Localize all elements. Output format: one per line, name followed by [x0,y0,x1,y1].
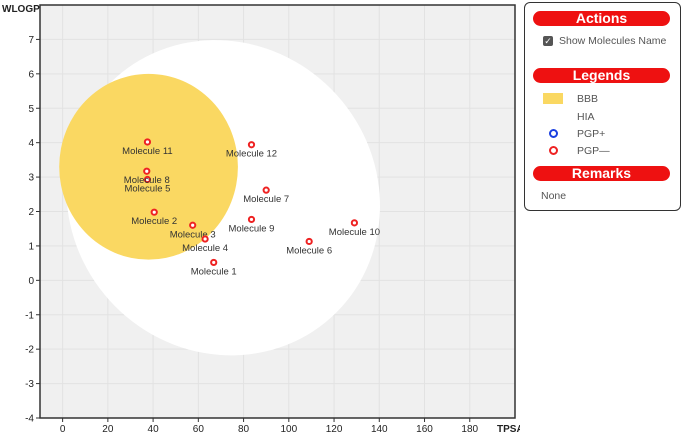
legends-header: Legends [533,68,670,83]
checkbox-icon[interactable]: ✓ [543,36,553,46]
control-panel: Actions ✓ Show Molecules Name Legends BB… [524,2,681,211]
actions-header: Actions [533,11,670,26]
y-tick-label: 7 [28,35,34,46]
x-tick-label: 100 [280,424,297,432]
data-point [350,219,359,227]
bbb-swatch [543,93,563,104]
data-point-label: Molecule 8 [124,175,170,186]
data-point [143,167,151,175]
data-point [143,175,152,184]
remarks-header: Remarks [533,166,670,181]
data-point-label: Molecule 4 [182,243,228,254]
y-tick-label: -1 [25,310,34,321]
legend-label: PGP+ [577,128,606,140]
remarks-text: None [541,190,567,202]
pgp-minus-dot-icon [549,146,558,155]
scatter-plot: 0 20 40 60 80 100 120 140 160 180 -4 -3 -2 -1 0 1 2 3 4 5 6 7… [2,4,520,432]
show-names-label: Show Molecules Name [559,35,667,47]
data-point [201,235,209,243]
x-axis-label: TPSA [497,424,520,432]
data-point-label: Molecule 11 [122,146,173,157]
data-point-label: Molecule 2 [131,216,177,227]
data-point [210,258,218,267]
x-tick-label: 120 [326,424,343,432]
y-axis-label: WLOGP [2,4,40,15]
legend-label: HIA [577,111,595,123]
data-point [262,186,270,194]
hia-swatch [543,111,563,122]
x-tick-label: 20 [102,424,114,432]
y-tick-label: -3 [25,379,34,390]
region-bbb [59,73,238,260]
y-tick-label: 5 [28,104,34,115]
data-point-label: Molecule 10 [329,227,380,238]
pgp-plus-dot-icon [549,129,558,138]
x-tick-label: 60 [193,424,205,432]
data-point [305,237,313,246]
data-point [150,208,158,216]
x-tick-label: 80 [238,424,250,432]
data-point-label: Molecule 12 [226,149,277,160]
x-tick-label: 180 [461,424,478,432]
data-point [247,141,256,149]
x-tick-label: 160 [416,424,433,432]
x-tick-label: 0 [60,424,66,432]
legend-item-bbb: BBB [543,93,598,107]
data-point-label: Molecule 9 [229,223,275,234]
y-tick-label: 4 [28,138,34,149]
legend-label: PGP— [577,145,610,157]
y-tick-label: -2 [25,345,34,356]
y-tick-label: 0 [28,276,34,287]
legend-item-hia: HIA [543,111,595,125]
y-tick-label: 3 [28,173,34,184]
x-tick-label: 40 [148,424,160,432]
data-point-label: Molecule 6 [286,245,332,256]
data-point [247,215,256,224]
y-tick-label: 1 [28,241,34,252]
show-names-toggle[interactable]: ✓ Show Molecules Name [543,35,666,47]
data-point-label: Molecule 3 [170,229,216,240]
data-point-label: Molecule 1 [191,266,237,277]
y-tick-label: 2 [28,207,34,218]
y-tick-label: 6 [28,69,34,80]
data-point-label: Molecule 5 [124,183,170,194]
legend-label: BBB [577,93,599,105]
data-point-label: Molecule 7 [243,194,289,205]
data-point [143,138,152,146]
y-tick-label: -4 [25,414,34,425]
data-point [189,221,197,229]
x-tick-label: 140 [371,424,388,432]
